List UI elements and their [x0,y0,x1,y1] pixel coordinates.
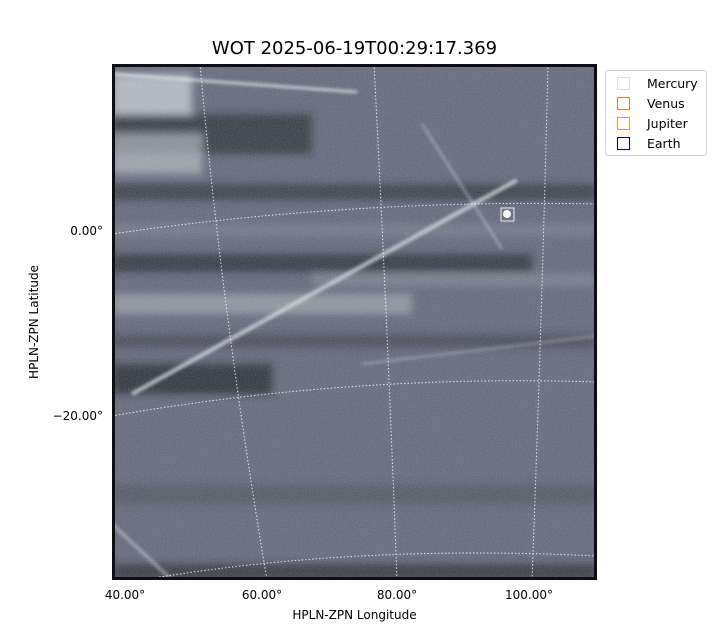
sky-image [112,64,597,580]
x-tick-label: 100.00° [505,588,553,602]
legend-label: Venus [647,95,685,111]
x-tick-label: 40.00° [104,588,146,602]
x-axis-label: HPLN-ZPN Longitude [292,608,417,622]
legend-swatch-icon [617,136,630,150]
y-axis-label: HPLN-ZPN Latitude [27,265,41,379]
legend-item-venus: Venus [617,94,685,112]
x-tick-label: 80.00° [376,588,418,602]
legend: Mercury Venus Jupiter Earth [605,70,707,156]
plot-title: WOT 2025-06-19T00:29:17.369 [211,38,498,59]
legend-item-jupiter: Jupiter [617,114,688,132]
legend-swatch-icon [617,116,630,130]
y-tick-label: −20.00° [52,409,103,423]
legend-swatch-icon [617,76,630,90]
legend-label: Jupiter [647,115,688,131]
legend-item-earth: Earth [617,134,681,152]
planet-marker-icon [500,207,515,222]
legend-swatch-icon [617,96,630,110]
legend-label: Earth [647,135,681,151]
legend-item-mercury: Mercury [617,74,698,92]
y-tick-label: 0.00° [70,224,103,238]
legend-label: Mercury [647,75,698,91]
x-tick-label: 60.00° [241,588,283,602]
